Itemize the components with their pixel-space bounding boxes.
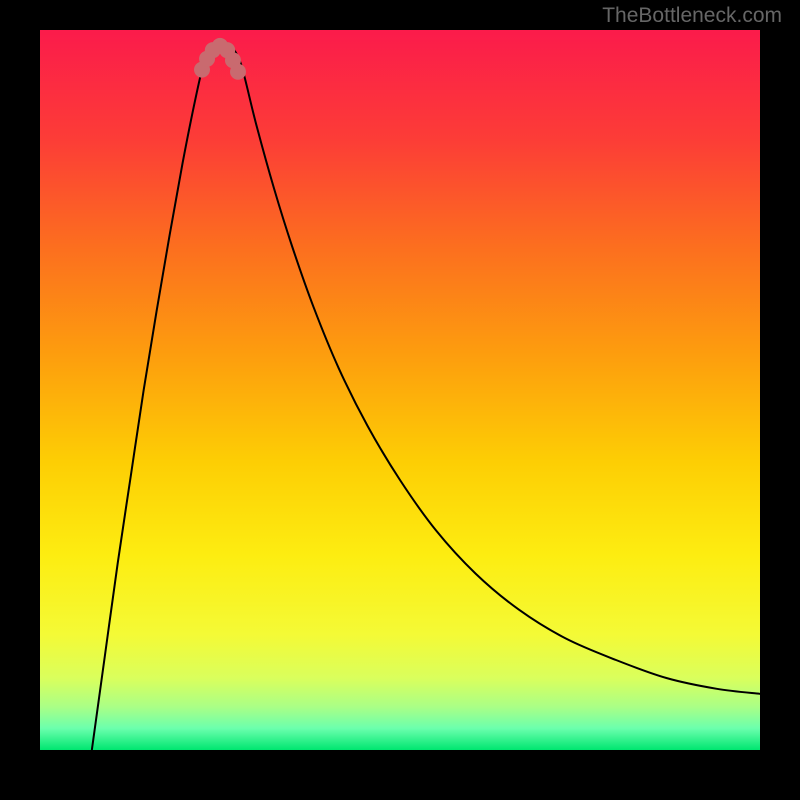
chart-svg (40, 30, 760, 750)
watermark-text: TheBottleneck.com (602, 4, 782, 28)
chart-marker (230, 64, 246, 80)
chart-background-gradient (40, 30, 760, 750)
chart-plot-area (40, 30, 760, 750)
